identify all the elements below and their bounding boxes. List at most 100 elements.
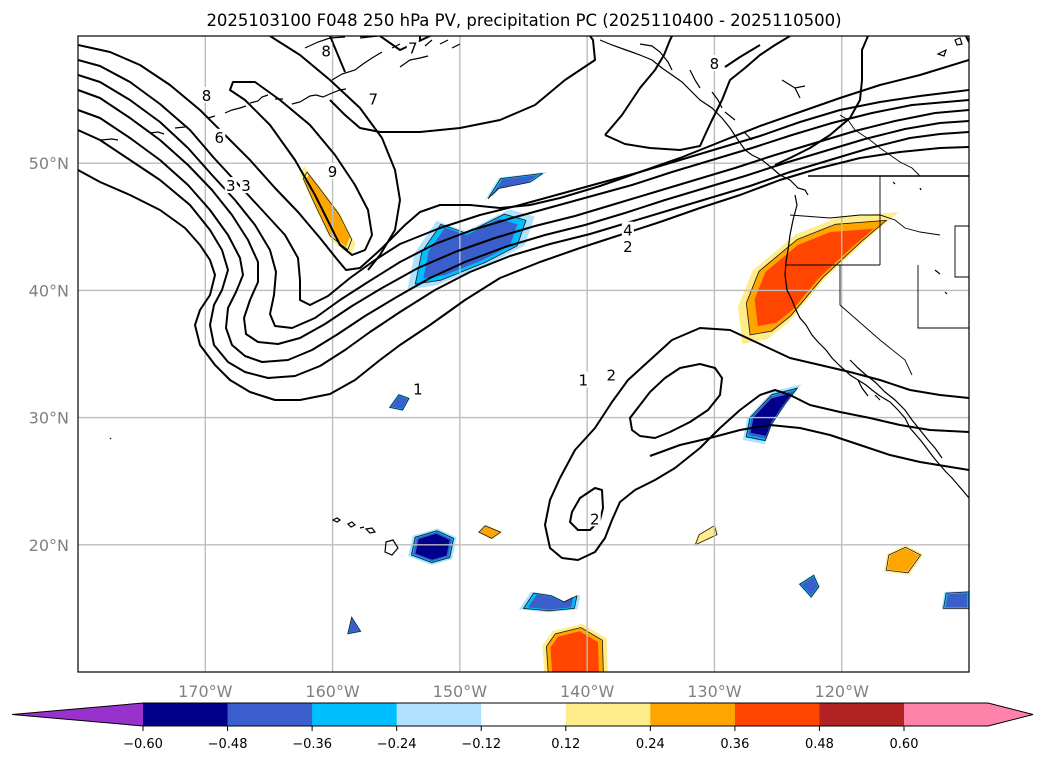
- precip-outline: [745, 387, 799, 441]
- colorbar-extend-max: [988, 703, 1033, 726]
- contour-label-bg: [577, 371, 590, 388]
- colorbar-tick-label: 0.36: [720, 737, 749, 752]
- colorbar: −0.60 −0.48 −0.36 −0.24 −0.12 0.12 0.24 0.36 0.4…: [11, 702, 1034, 752]
- contour-label-bg: [326, 163, 339, 180]
- colorbar-tick-label: −0.36: [292, 737, 332, 752]
- pv-contour: [604, 36, 791, 151]
- colorbar-bin: [734, 703, 820, 726]
- coastline-islands: [109, 37, 963, 440]
- precip-anomaly-negative: [941, 590, 969, 610]
- contour-label-bg: [406, 39, 419, 56]
- contour-label: 8: [710, 55, 720, 73]
- precip-outline: [411, 530, 454, 564]
- y-tick-label: 30°N: [29, 409, 69, 428]
- x-tick-label: 140°W: [560, 682, 615, 701]
- colorbar-tick-label: 0.60: [890, 737, 919, 752]
- contour-label: 1: [413, 381, 423, 399]
- x-tick-label: 160°W: [305, 682, 360, 701]
- colorbar-tick-label: 0.48: [805, 737, 834, 752]
- colorbar-bin: [227, 703, 313, 726]
- pv-contour: [569, 487, 604, 531]
- x-tick-label: 130°W: [687, 682, 742, 701]
- pv-contour: [78, 74, 969, 329]
- contour-label: 6: [215, 129, 225, 147]
- precip-anomaly-negative: [347, 615, 362, 635]
- contour-label: 2: [623, 238, 633, 256]
- precip-outline: [522, 592, 578, 612]
- precip-level-fill: [693, 524, 719, 547]
- y-tick-label: 40°N: [29, 281, 69, 300]
- pv-contour: [78, 89, 969, 345]
- precip-anomaly-positive: [737, 212, 899, 344]
- contour-label-bg: [224, 177, 237, 194]
- precip-outline: [487, 173, 543, 200]
- precip-anomaly-negative: [484, 171, 548, 201]
- colorbar-extend-min: [12, 703, 143, 726]
- precip-level-fill: [391, 395, 408, 409]
- precip-anomaly-negative: [388, 393, 411, 412]
- colorbar-bin: [312, 703, 398, 726]
- pv-contour: [559, 327, 969, 479]
- colorbar-bin: [904, 703, 988, 726]
- pv-contour: [329, 36, 431, 73]
- precip-outline: [545, 627, 604, 672]
- precip-outline: [943, 591, 969, 609]
- contour-label: 7: [408, 40, 418, 58]
- precip-anomaly-negative: [798, 573, 820, 599]
- precip-anomaly-positive: [883, 545, 924, 575]
- contour-label: 9: [328, 163, 338, 181]
- contour-label-bg: [240, 177, 253, 194]
- map-frame: [77, 35, 970, 673]
- pv-contour: [604, 36, 673, 136]
- pv-contour: [229, 81, 373, 256]
- precip-level-fill: [415, 533, 450, 560]
- coastlines: [100, 36, 969, 556]
- precip-level-fill: [348, 618, 360, 633]
- coastline-hawaii: [331, 517, 399, 556]
- y-tick-label: 20°N: [29, 536, 69, 555]
- precip-outline: [885, 546, 922, 574]
- contour-label-bg: [411, 380, 424, 397]
- contour-label-bg: [588, 510, 601, 527]
- precip-level-fill: [528, 594, 574, 610]
- precip-outline: [745, 219, 888, 336]
- colorbar-bin: [481, 703, 567, 726]
- precip-level-fill: [750, 393, 792, 436]
- pv-contour: [329, 36, 596, 133]
- pv-contour: [78, 129, 969, 379]
- colorbar-tick-label: −0.24: [377, 737, 417, 752]
- x-tick-label: 150°W: [433, 682, 488, 701]
- contour-label: 7: [369, 91, 379, 109]
- colorbar-bin: [396, 703, 482, 726]
- colorbar-tick-label: 0.12: [551, 737, 580, 752]
- chart-title: 2025103100 F048 250 hPa PV, precipitatio…: [206, 11, 841, 30]
- contour-label-bg: [621, 238, 634, 255]
- y-tick-label: 50°N: [29, 154, 69, 173]
- contour-label: 8: [202, 87, 212, 105]
- colorbar-tick-label: −0.48: [208, 737, 248, 752]
- contour-label-bg: [367, 90, 380, 107]
- colorbar-bin: [565, 703, 651, 726]
- colorbar-bin: [650, 703, 736, 726]
- colorbar-tick-label: −0.12: [461, 737, 501, 752]
- contour-label-bg: [605, 366, 618, 383]
- precip-level-fill: [423, 218, 518, 279]
- pv-contour: [724, 36, 869, 166]
- contour-label-bg: [200, 86, 213, 103]
- precip-level-fill: [754, 228, 874, 327]
- x-axis-tick-labels: 170°W 160°W 150°W 140°W 130°W 120°W: [178, 682, 869, 701]
- precip-level-fill: [479, 526, 500, 538]
- coastline-west-coast: [784, 194, 969, 499]
- pv-contour: [629, 363, 723, 439]
- precip-outline: [347, 616, 362, 635]
- contour-label: 4: [623, 222, 633, 240]
- precip-level-fill: [305, 174, 350, 247]
- colorbar-tick-label: 0.24: [636, 737, 665, 752]
- contour-label-bg: [320, 42, 333, 59]
- contour-label: 2: [590, 510, 600, 528]
- pv-contour: [78, 109, 969, 363]
- contour-label: 2: [607, 367, 617, 385]
- precip-level-fill: [945, 593, 968, 608]
- pv-contour: [649, 424, 969, 471]
